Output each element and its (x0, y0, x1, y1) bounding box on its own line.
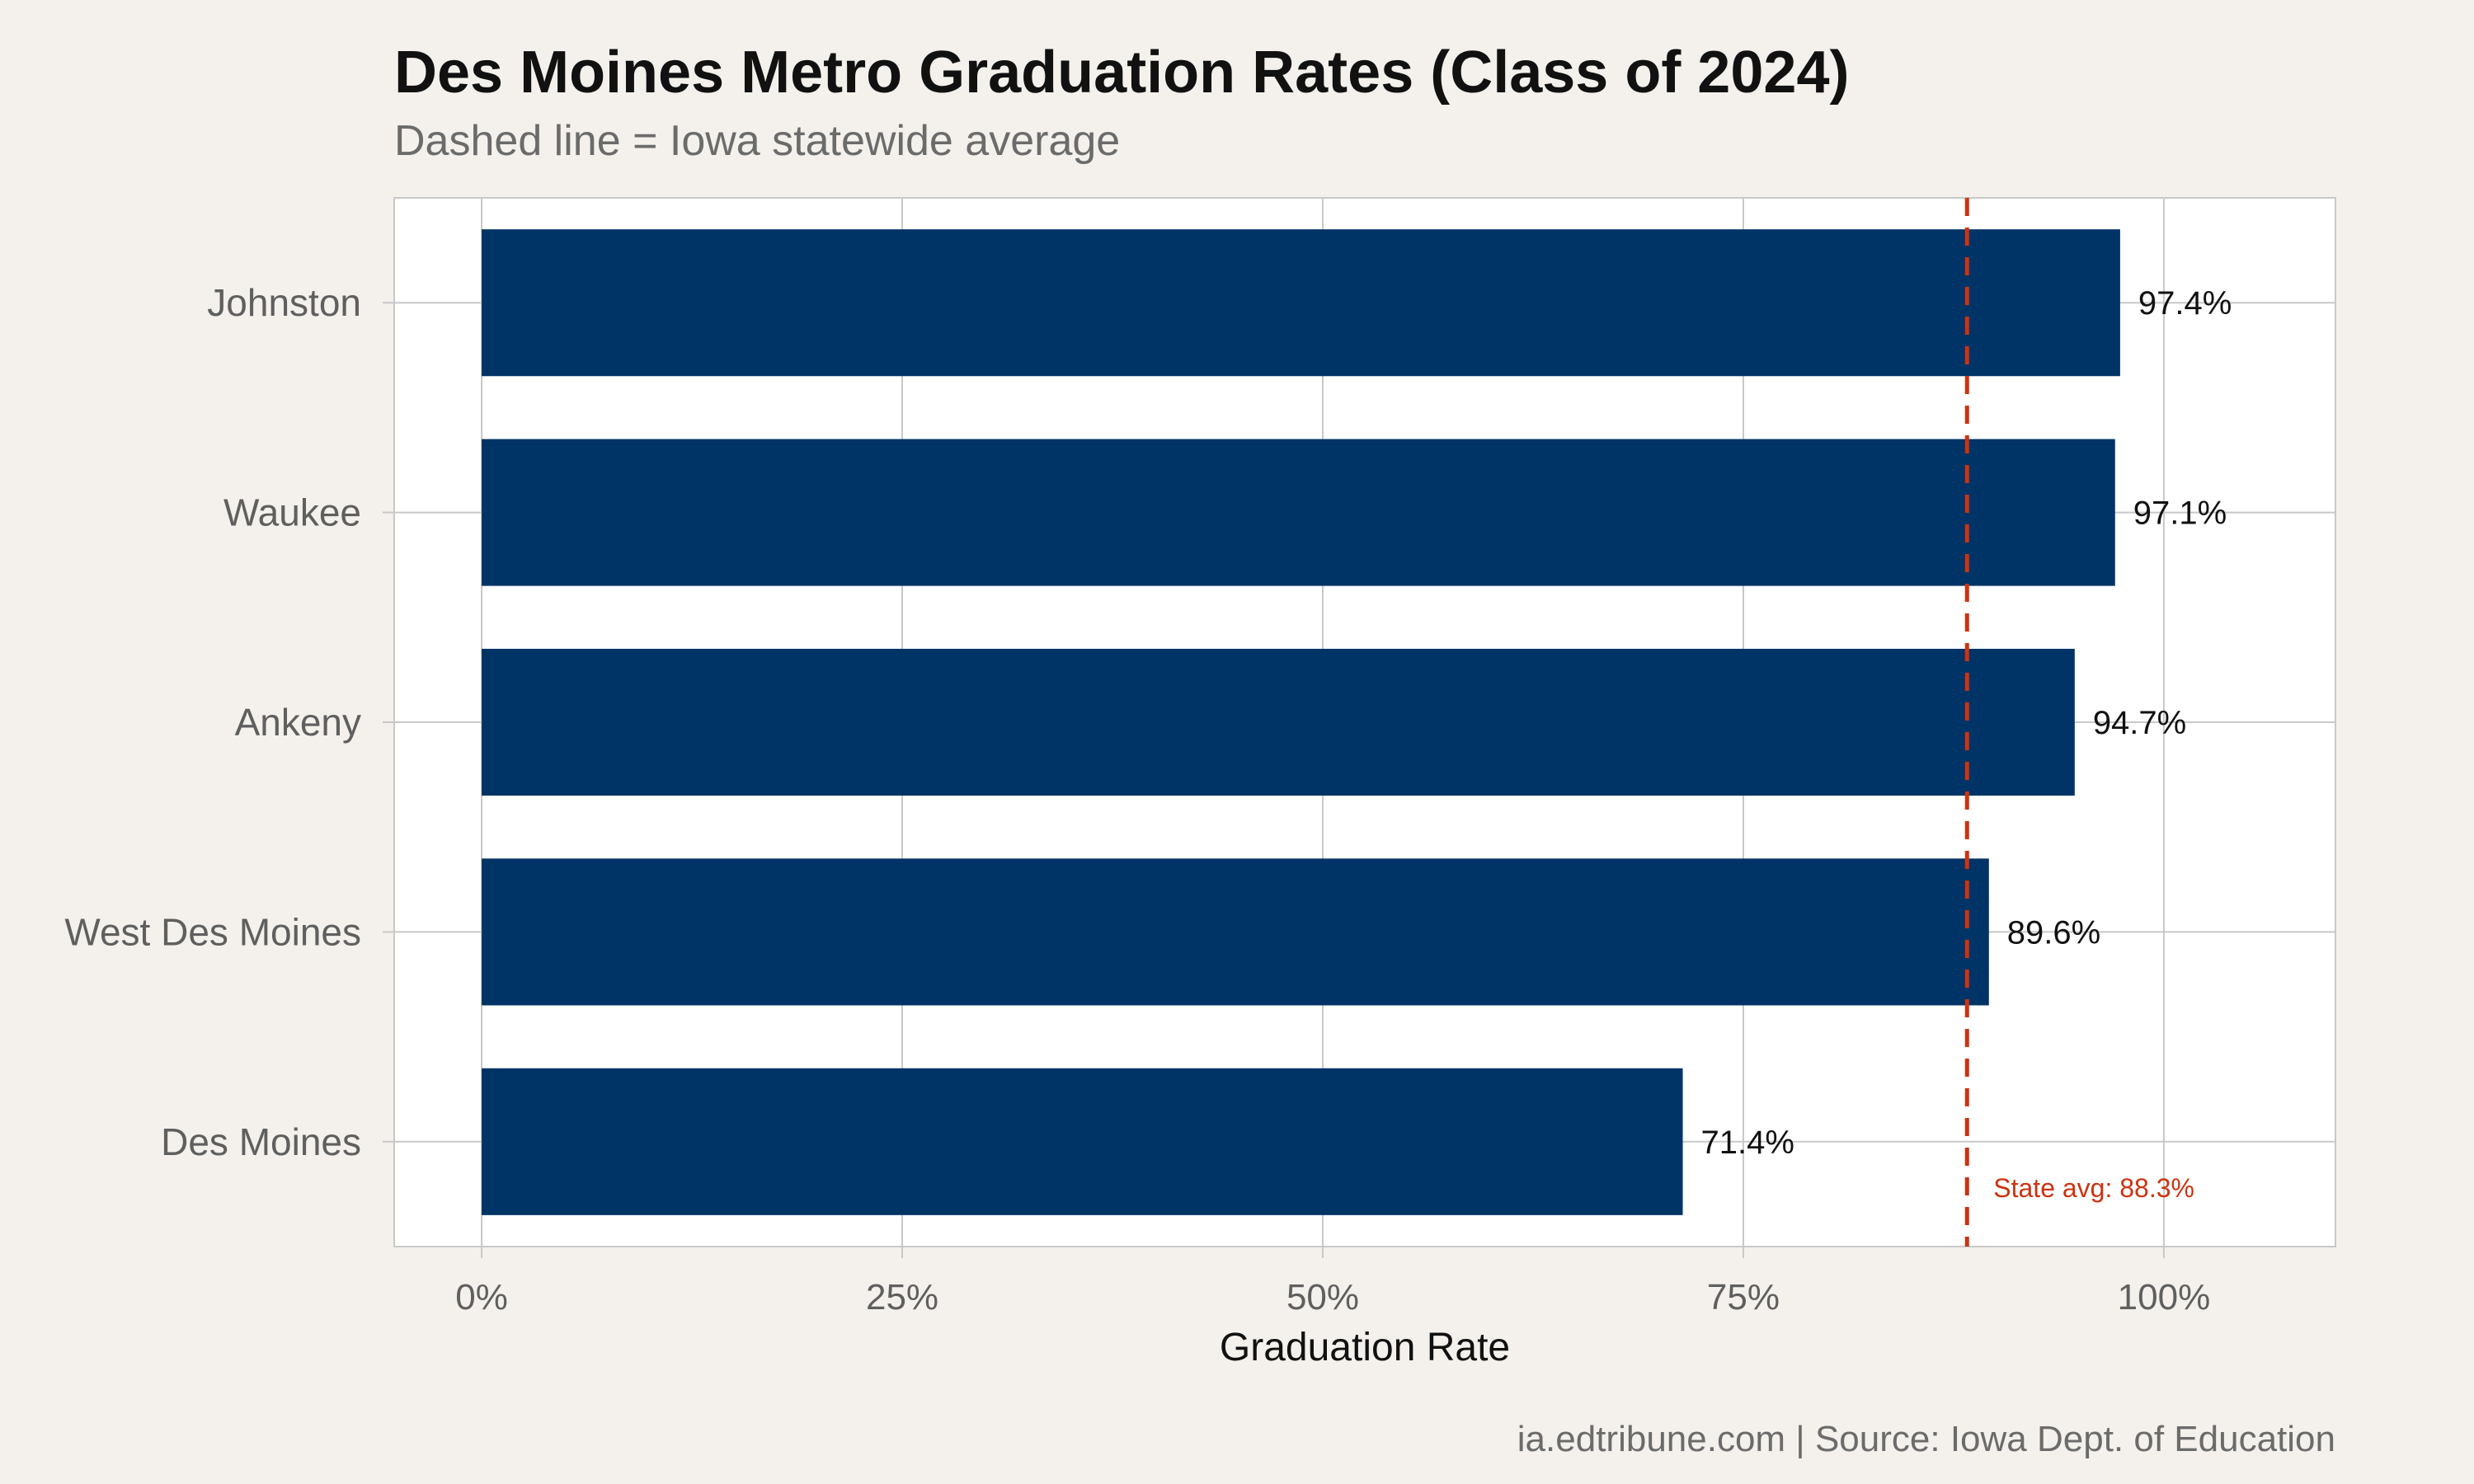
bar (482, 229, 2120, 377)
state-average-label: State avg: 88.3% (1993, 1173, 2194, 1203)
x-tick-label: 75% (1707, 1277, 1780, 1317)
category-label: Des Moines (161, 1120, 361, 1163)
data-label: 94.7% (2093, 705, 2186, 741)
category-label: Waukee (223, 491, 361, 534)
chart-subtitle: Dashed line = Iowa statewide average (394, 117, 1120, 165)
category-label: West Des Moines (64, 910, 361, 953)
data-label: 89.6% (2007, 914, 2100, 951)
x-tick-label: 0% (455, 1277, 508, 1317)
bar (482, 858, 1989, 1006)
data-label: 97.1% (2133, 495, 2227, 532)
category-label: Johnston (207, 281, 361, 324)
bar (482, 1068, 1683, 1215)
data-label: 71.4% (1701, 1125, 1794, 1161)
x-tick-label: 100% (2118, 1277, 2211, 1317)
data-label: 97.4% (2138, 285, 2232, 322)
x-tick-label: 25% (866, 1277, 938, 1317)
chart-title: Des Moines Metro Graduation Rates (Class… (394, 40, 1849, 106)
chart-caption: ia.edtribune.com | Source: Iowa Dept. of… (1517, 1419, 2335, 1459)
plot-area: 0% 25% 50% 75% 100% Johnston Waukee Ankeny West … (64, 197, 2336, 1317)
bar (482, 439, 2115, 586)
x-axis-title: Graduation Rate (1220, 1326, 1510, 1369)
plot-border (393, 197, 2336, 1247)
x-tick-label: 50% (1286, 1277, 1359, 1317)
category-label: Ankeny (235, 701, 361, 744)
bar (482, 648, 2075, 796)
